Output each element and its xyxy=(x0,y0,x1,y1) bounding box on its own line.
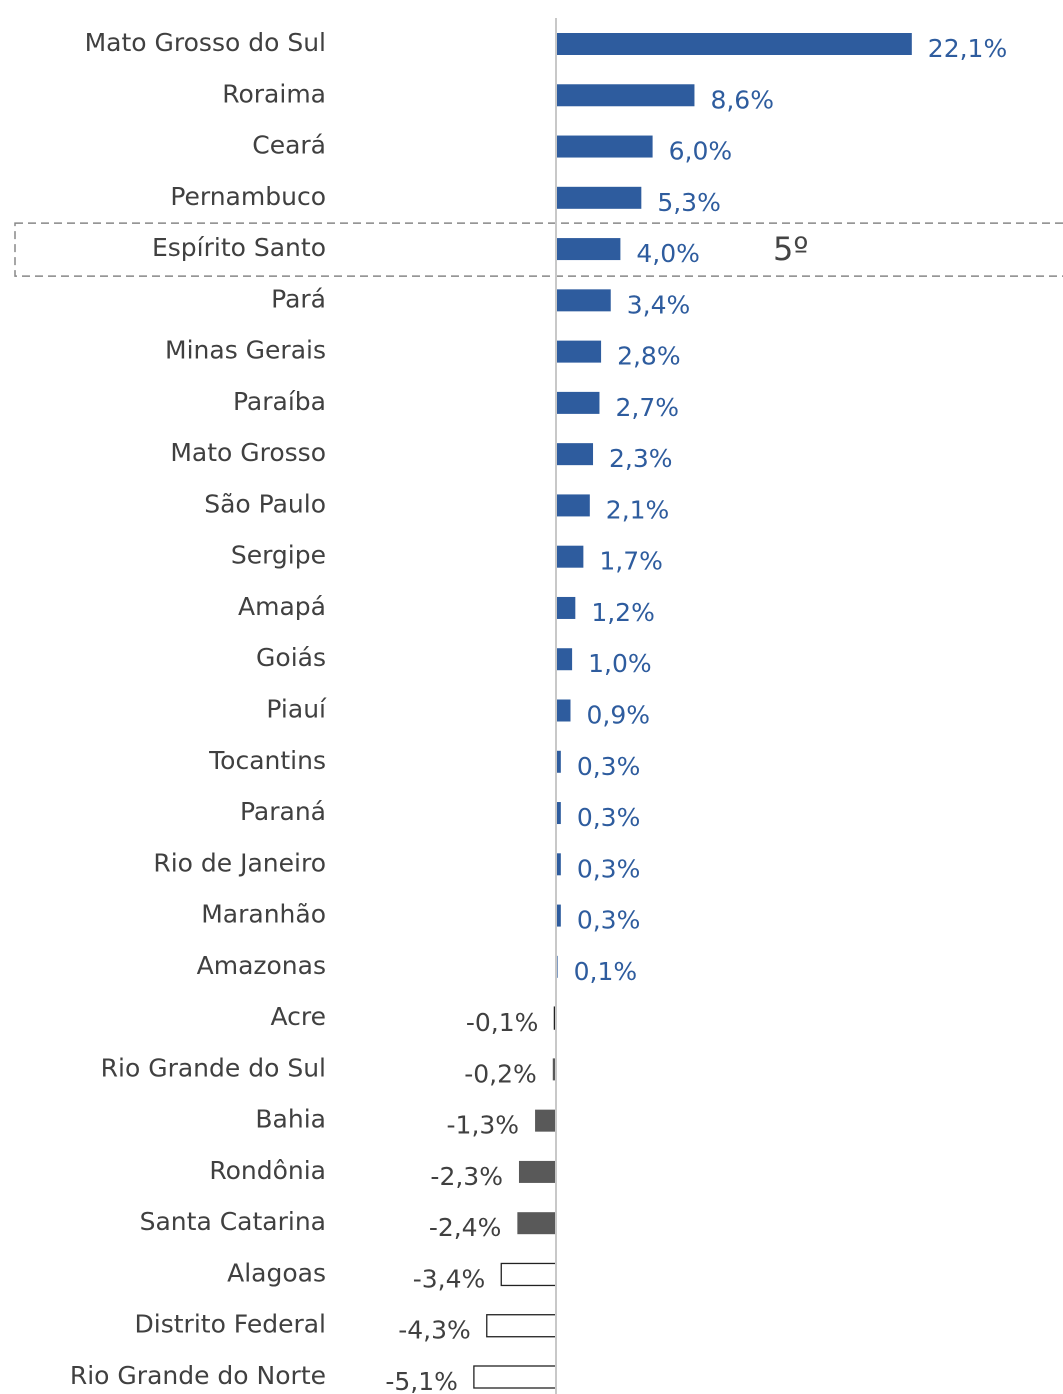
value-label: 0,3% xyxy=(577,803,641,832)
bar xyxy=(556,494,590,517)
category-label: Roraima xyxy=(222,79,326,108)
value-label: -0,2% xyxy=(464,1059,537,1088)
category-label: Acre xyxy=(270,1002,326,1031)
value-label: -0,1% xyxy=(466,1008,539,1037)
value-label: 6,0% xyxy=(669,137,733,166)
bar xyxy=(535,1109,556,1132)
category-label: Mato Grosso do Sul xyxy=(85,28,326,57)
bar xyxy=(556,340,602,363)
category-label: Espírito Santo xyxy=(152,233,326,262)
category-label: Bahia xyxy=(255,1105,326,1134)
category-label: São Paulo xyxy=(204,489,326,518)
value-label: 4,0% xyxy=(636,239,700,268)
value-label: 2,8% xyxy=(617,342,681,371)
bar xyxy=(486,1314,557,1338)
value-label: 1,2% xyxy=(591,598,655,627)
category-label: Tocantins xyxy=(208,746,326,775)
bar xyxy=(556,84,695,107)
value-label: 8,6% xyxy=(710,85,774,114)
value-label: 1,0% xyxy=(588,649,652,678)
bar xyxy=(556,289,611,312)
category-label: Rio Grande do Sul xyxy=(101,1053,326,1082)
value-label: 0,3% xyxy=(577,906,641,935)
value-label: 0,3% xyxy=(577,752,641,781)
value-label: 5,3% xyxy=(657,188,721,217)
category-label: Mato Grosso xyxy=(170,438,326,467)
category-label: Minas Gerais xyxy=(165,336,326,365)
value-label: 1,7% xyxy=(599,547,663,576)
category-label: Goiás xyxy=(256,643,326,672)
bar xyxy=(556,545,584,568)
bar xyxy=(556,443,594,466)
value-label: -5,1% xyxy=(385,1367,458,1394)
category-label: Pernambuco xyxy=(170,182,326,211)
category-label: Paraná xyxy=(240,797,326,826)
category-label: Amapá xyxy=(238,592,326,621)
category-label: Ceará xyxy=(252,131,326,160)
bar xyxy=(556,391,600,414)
value-label: -1,3% xyxy=(447,1111,520,1140)
category-label: Distrito Federal xyxy=(135,1310,326,1339)
value-label: -2,4% xyxy=(429,1213,502,1242)
bar xyxy=(556,186,642,209)
category-label: Rio Grande do Norte xyxy=(70,1361,326,1390)
bar xyxy=(500,1262,557,1287)
bar xyxy=(552,1058,556,1081)
category-label: Rondônia xyxy=(209,1156,326,1185)
value-label: 2,7% xyxy=(615,393,679,422)
value-label: 22,1% xyxy=(928,34,1007,63)
value-label: 0,9% xyxy=(586,701,650,730)
value-label: -3,4% xyxy=(413,1264,486,1293)
category-label: Piauí xyxy=(266,695,327,724)
category-label: Alagoas xyxy=(227,1258,326,1287)
bar xyxy=(556,904,561,927)
bar xyxy=(556,750,561,773)
category-label: Paraíba xyxy=(233,387,326,416)
annotation: 5º xyxy=(773,230,808,268)
value-label: 2,3% xyxy=(609,444,673,473)
bar xyxy=(556,33,912,55)
category-label: Amazonas xyxy=(197,951,326,980)
value-label: 0,1% xyxy=(574,957,638,986)
bar xyxy=(518,1160,556,1183)
category-label: Sergipe xyxy=(231,541,326,570)
category-label: Maranhão xyxy=(201,900,326,929)
bar xyxy=(517,1212,556,1235)
value-label: -4,3% xyxy=(398,1316,471,1345)
category-label: Santa Catarina xyxy=(140,1207,326,1236)
category-label: Rio de Janeiro xyxy=(153,848,326,877)
bar xyxy=(556,238,621,261)
value-label: 3,4% xyxy=(627,290,691,319)
bar xyxy=(556,802,561,825)
value-label: 2,1% xyxy=(606,495,670,524)
bar xyxy=(556,853,561,876)
bar xyxy=(556,596,576,619)
value-label: 0,3% xyxy=(577,854,641,883)
value-label: -2,3% xyxy=(430,1162,503,1191)
bar xyxy=(556,135,653,158)
bar xyxy=(473,1365,557,1389)
bar xyxy=(556,648,573,671)
bar xyxy=(556,699,571,722)
highlight-box xyxy=(14,222,1063,277)
category-label: Pará xyxy=(271,284,326,313)
